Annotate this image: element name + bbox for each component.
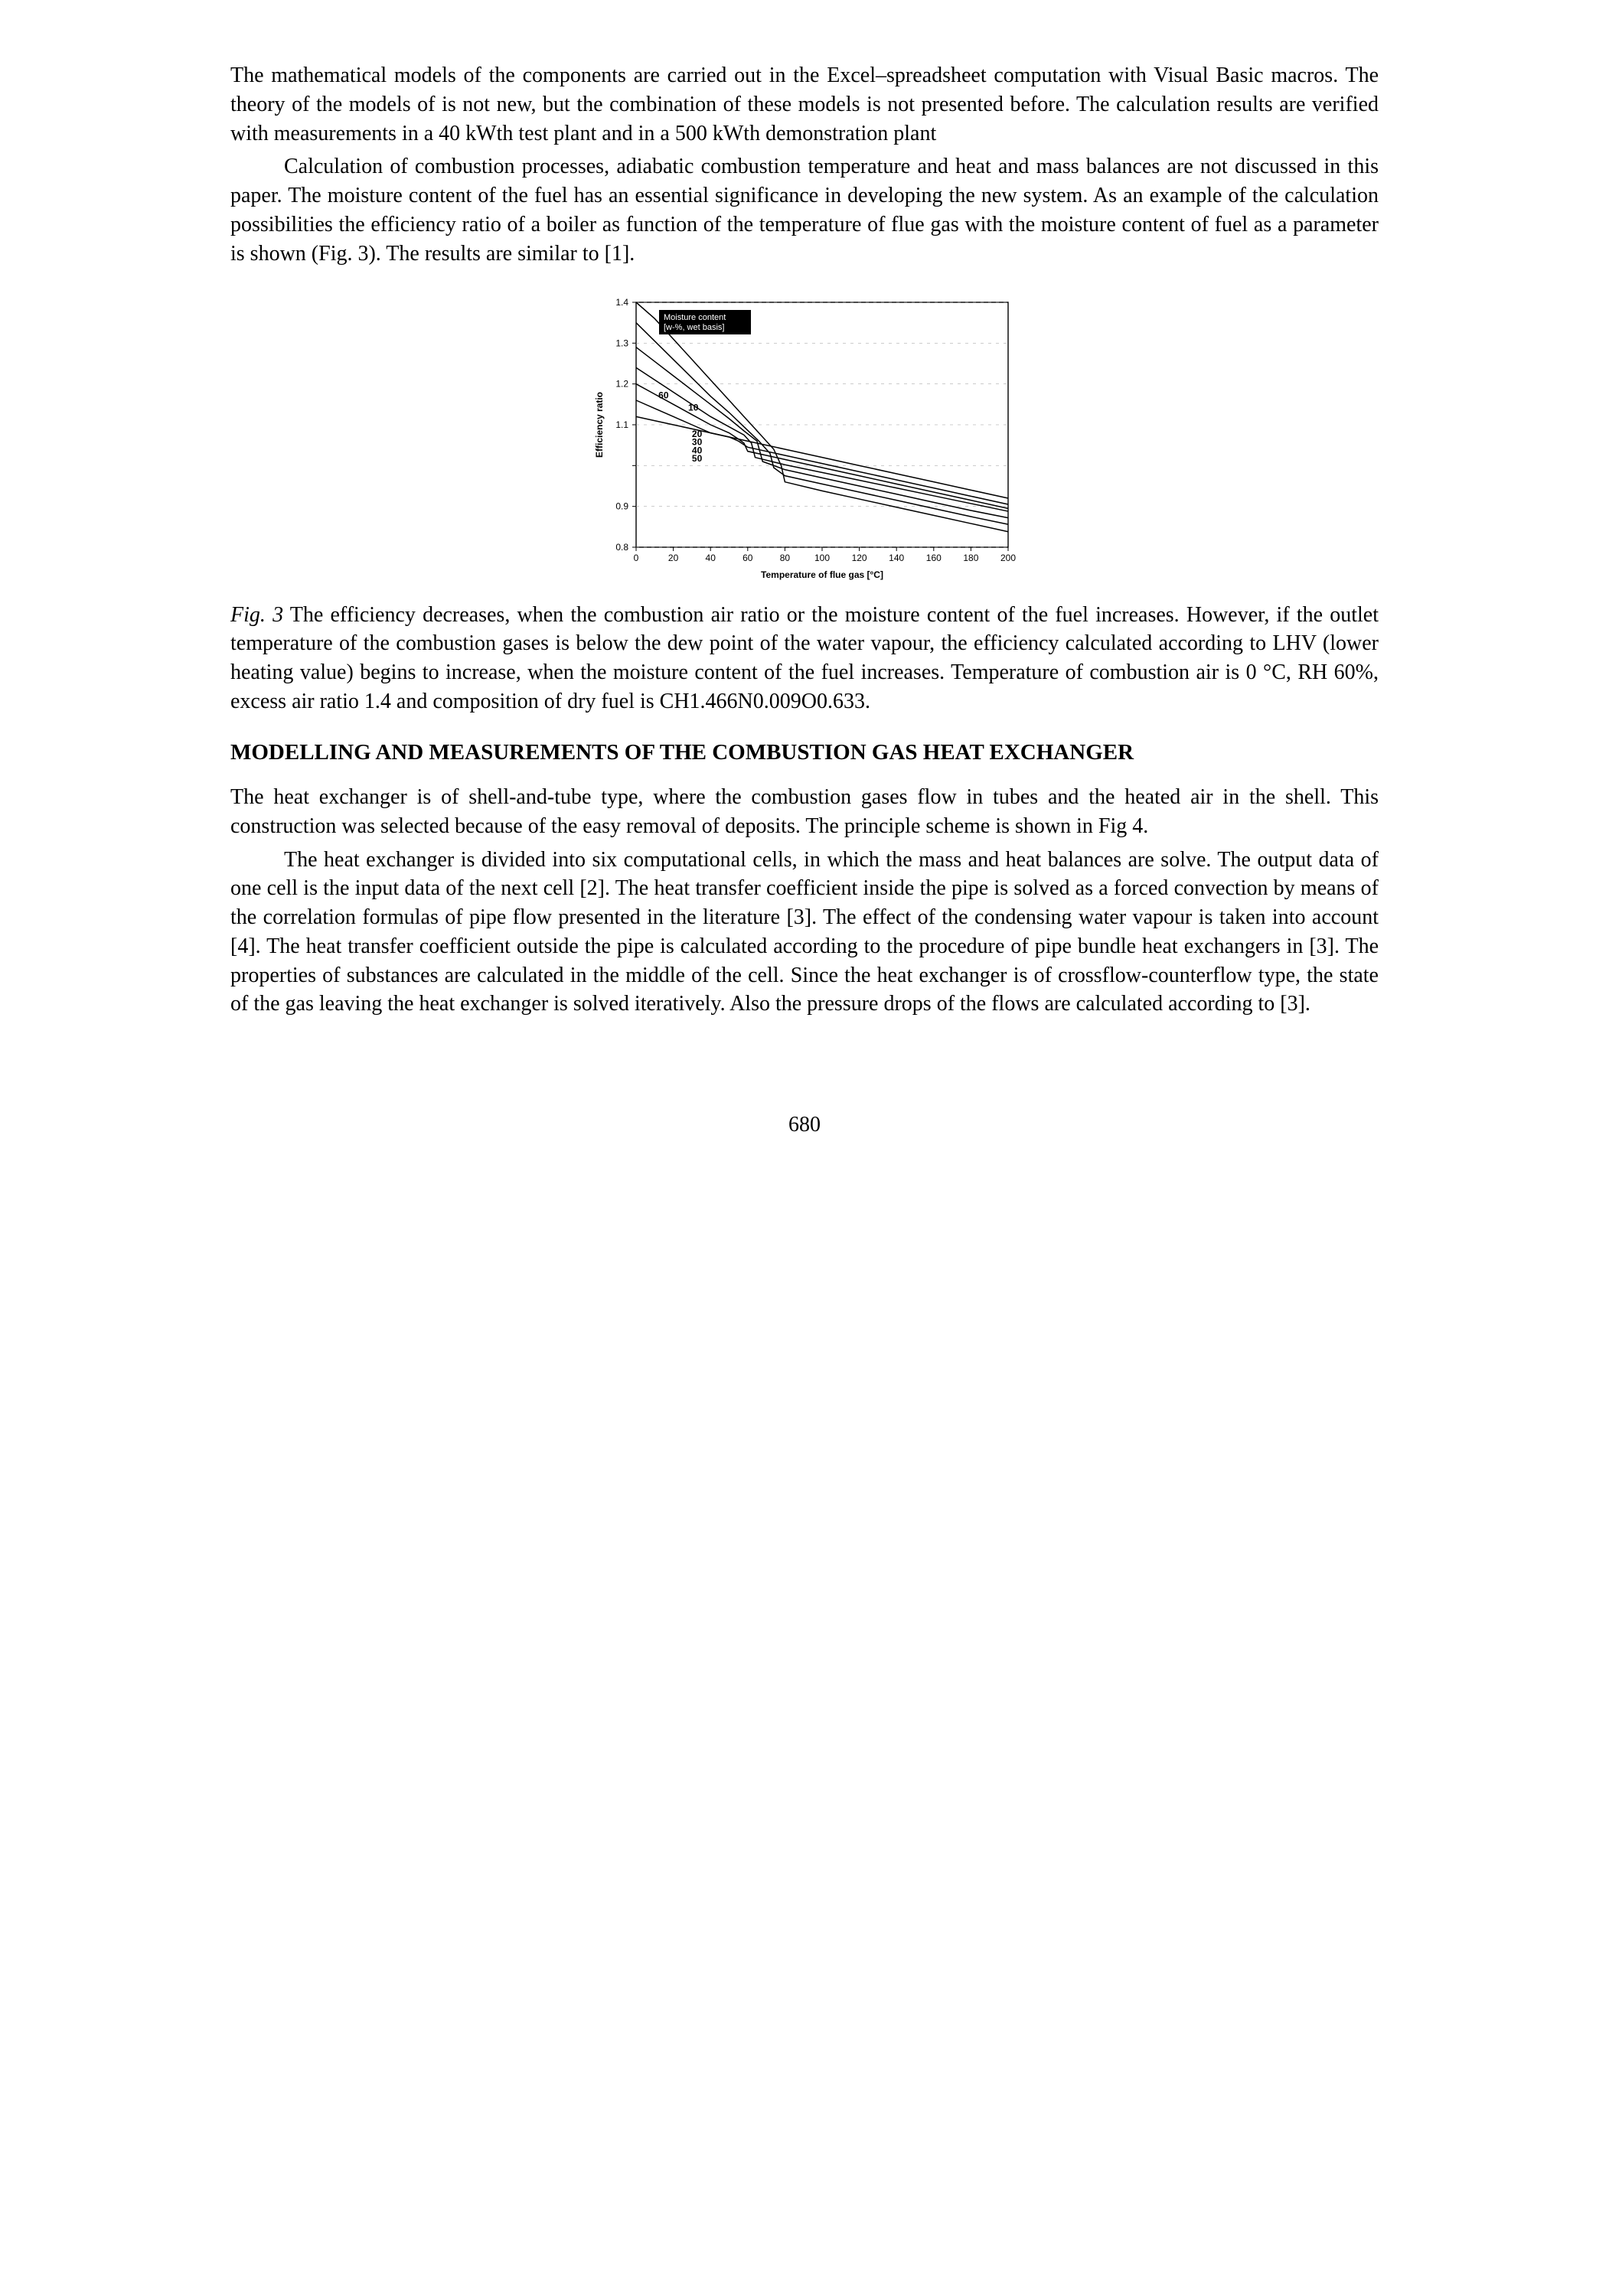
svg-text:0.9: 0.9 — [615, 501, 628, 511]
svg-text:0: 0 — [634, 553, 639, 563]
svg-text:140: 140 — [889, 553, 904, 563]
svg-text:Efficiency ratio: Efficiency ratio — [594, 392, 605, 458]
svg-text:120: 120 — [852, 553, 867, 563]
svg-text:0.8: 0.8 — [615, 542, 628, 553]
section-heading: MODELLING AND MEASUREMENTS OF THE COMBUS… — [230, 738, 1379, 768]
figure-caption-text: The efficiency decreases, when the combu… — [230, 603, 1379, 713]
efficiency-chart-svg: 0 20 40 60 80 100 120 140 160 180 200 0.8 0.9 1.1 1.2 1… — [590, 292, 1019, 582]
svg-text:[w-%, wet basis]: [w-%, wet basis] — [664, 323, 724, 332]
figure-3-caption: Fig. 3 The efficiency decreases, when th… — [230, 601, 1379, 716]
svg-text:60: 60 — [742, 553, 753, 563]
svg-text:1.1: 1.1 — [615, 419, 628, 430]
svg-text:1.2: 1.2 — [615, 378, 628, 389]
svg-text:1.3: 1.3 — [615, 338, 628, 348]
svg-text:100: 100 — [814, 553, 830, 563]
body-paragraph-2: Calculation of combustion processes, adi… — [230, 152, 1379, 268]
svg-text:40: 40 — [706, 553, 716, 563]
svg-text:10: 10 — [688, 402, 699, 413]
svg-text:60: 60 — [658, 390, 669, 400]
body-paragraph-4: The heat exchanger is divided into six c… — [230, 846, 1379, 1019]
svg-text:Temperature of flue gas [°C]: Temperature of flue gas [°C] — [761, 569, 883, 580]
svg-text:160: 160 — [926, 553, 942, 563]
figure-3-chart: 0 20 40 60 80 100 120 140 160 180 200 0.8 0.9 1.1 1.2 1… — [230, 292, 1379, 582]
body-paragraph-1: The mathematical models of the component… — [230, 61, 1379, 148]
svg-text:Moisture content: Moisture content — [664, 313, 726, 322]
svg-text:80: 80 — [780, 553, 791, 563]
svg-text:180: 180 — [963, 553, 978, 563]
svg-text:50: 50 — [692, 453, 703, 464]
svg-text:200: 200 — [1000, 553, 1016, 563]
body-paragraph-3: The heat exchanger is of shell-and-tube … — [230, 783, 1379, 841]
figure-label: Fig. 3 — [230, 603, 283, 627]
page-number: 680 — [230, 1110, 1379, 1140]
svg-text:1.4: 1.4 — [615, 297, 628, 308]
svg-text:20: 20 — [668, 553, 679, 563]
